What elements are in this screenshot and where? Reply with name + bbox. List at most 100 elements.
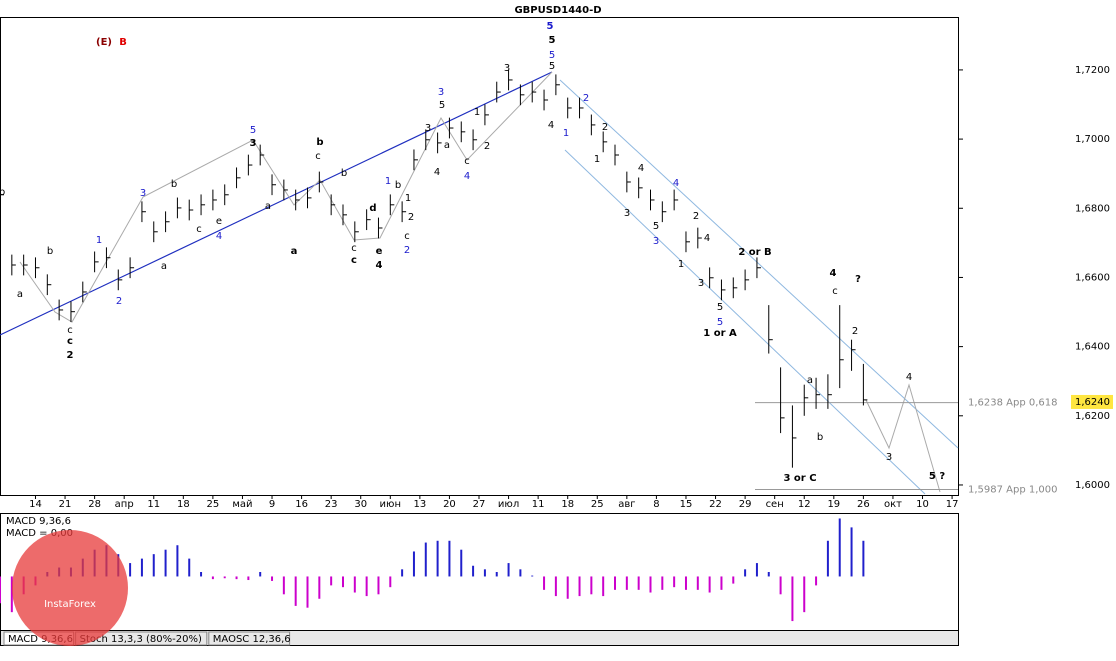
wave-label: B [119,37,127,48]
wave-label: 1 or A [703,328,737,339]
x-tick-label: 17 [946,499,959,510]
indicator-tab-label[interactable]: Stoch 13,3,3 (80%-20%) [80,634,202,645]
x-tick-label: 20 [443,499,456,510]
wave-label: 5 [439,100,445,111]
x-tick-label: июн [380,499,401,510]
wave-label: 3 [624,208,630,219]
wave-label: 4 [376,260,383,271]
x-tick-label: 18 [177,499,190,510]
wave-label: 3 [250,138,257,149]
wave-label: 3 [886,452,892,463]
x-tick-label: 22 [709,499,722,510]
projection-line [865,383,941,493]
wave-label: a [444,140,450,151]
wave-label: 2 or B [738,247,771,258]
x-tick-label: 15 [680,499,693,510]
wave-label: 1 [96,235,102,246]
wave-label: 3 [504,63,510,74]
wave-label: c [404,231,410,242]
watermark-logo: InstaForex [12,530,128,646]
wave-label: 3 [438,87,444,98]
wave-label: 5 [549,35,556,46]
x-tick-label: 18 [561,499,574,510]
x-tick-label: 28 [88,499,101,510]
x-tick-label: 13 [413,499,426,510]
logo-circle [12,530,128,646]
wave-label: 5 [717,317,723,328]
wave-label: 5 [717,302,723,313]
wave-label: 3 [425,123,431,134]
wave-label: 3 [140,188,146,199]
channel-line [559,79,959,449]
wave-label: c [196,224,202,235]
x-tick-label: 25 [591,499,604,510]
indicator-title: MACD 9,36,6 [6,516,71,527]
x-tick-label: 16 [295,499,308,510]
wave-label: 5 [549,61,555,72]
level-label: 1,5987 App 1,000 [968,484,1058,495]
level-label: 1,6238 App 0,618 [968,398,1058,409]
wave-label: a [807,375,813,386]
wave-label: 3 [698,278,704,289]
wave-label: 2 [404,245,410,256]
macd-frame [0,513,959,631]
wave-label: 5 [250,125,256,136]
wave-label: 3 or C [783,473,816,484]
y-tick-label: 1,7000 [1075,134,1110,145]
wave-label: 1 [594,154,600,165]
wave-label: 1 [563,128,569,139]
x-tick-label: 21 [59,499,72,510]
x-tick-label: 25 [207,499,220,510]
wave-label: c [67,336,73,347]
wave-label: 2 [484,141,490,152]
wave-label: c [351,243,357,254]
wave-label: 4 [906,372,912,383]
wave-label: 4 [673,178,679,189]
x-tick-label: 11 [532,499,545,510]
indicator-tab-label[interactable]: MAOSC 12,36,6 [213,634,291,645]
wave-label: 5 ? [929,471,945,482]
wave-label: a [17,289,23,300]
x-tick-label: 30 [354,499,367,510]
watermark-text: InstaForex [44,599,96,610]
wave-label: 2 [583,93,589,104]
y-tick-label: 1,6600 [1075,272,1110,283]
x-tick-label: авг [618,499,635,510]
y-tick-label: 1,6000 [1075,480,1110,491]
wave-label: 2 [602,122,608,133]
wave-label: b [817,432,823,443]
chart-title: GBPUSD1440-D [514,5,601,16]
y-tick-label: 1,6200 [1075,411,1110,422]
wave-label: 4 [434,167,440,178]
indicator-tab-label[interactable]: MACD 9,36,6 [8,634,73,645]
wave-label: 4 [548,120,554,131]
wave-label: b [171,179,177,190]
indicator-tab[interactable] [208,631,291,646]
x-tick-label: 19 [827,499,840,510]
wave-label: 4 [464,171,470,182]
wave-label: c [464,156,470,167]
wave-label: 2 [852,326,858,337]
wave-label: b [0,187,5,198]
x-tick-label: 11 [147,499,160,510]
wave-label: 4 [638,163,644,174]
wave-label: a [265,201,271,212]
wave-label: 3 [653,236,659,247]
wave-label: 2 [408,212,414,223]
wave-label: ? [855,274,861,285]
x-tick-label: 10 [916,499,929,510]
x-tick-label: май [232,499,252,510]
wave-label: d [369,203,376,214]
wave-label: c [67,325,73,336]
x-tick-label: окт [884,499,902,510]
indicator-value: MACD = 0,00 [6,528,73,539]
x-tick-label: 26 [857,499,870,510]
wave-label: b [341,168,347,179]
wave-label: c [351,255,357,266]
wave-label: 1 [474,107,480,118]
wave-label: e [376,246,383,257]
wave-label: a [161,261,167,272]
y-tick-label: 1,6400 [1075,342,1110,353]
wave-label: 1 [385,176,391,187]
